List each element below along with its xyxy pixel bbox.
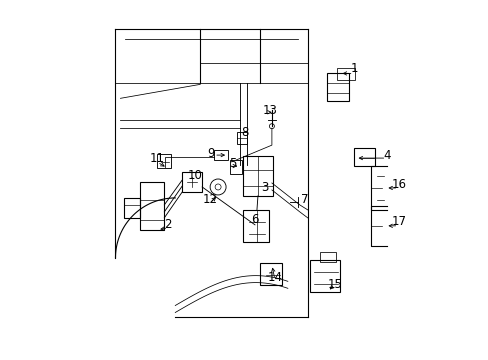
Text: 4: 4 — [383, 149, 390, 162]
Text: 3: 3 — [261, 181, 268, 194]
Text: 17: 17 — [391, 215, 406, 228]
Text: 11: 11 — [149, 152, 164, 165]
Text: 15: 15 — [326, 278, 342, 291]
Text: 7: 7 — [301, 193, 308, 206]
Text: 12: 12 — [202, 193, 217, 206]
Text: 2: 2 — [164, 218, 172, 231]
Text: 8: 8 — [241, 126, 248, 139]
Text: 14: 14 — [267, 271, 282, 284]
Text: 10: 10 — [187, 168, 202, 181]
Text: 13: 13 — [262, 104, 277, 117]
Text: 5: 5 — [229, 157, 236, 170]
Text: 6: 6 — [251, 213, 258, 226]
Text: 9: 9 — [207, 147, 214, 159]
Text: 1: 1 — [350, 62, 358, 75]
Text: 16: 16 — [391, 179, 406, 192]
